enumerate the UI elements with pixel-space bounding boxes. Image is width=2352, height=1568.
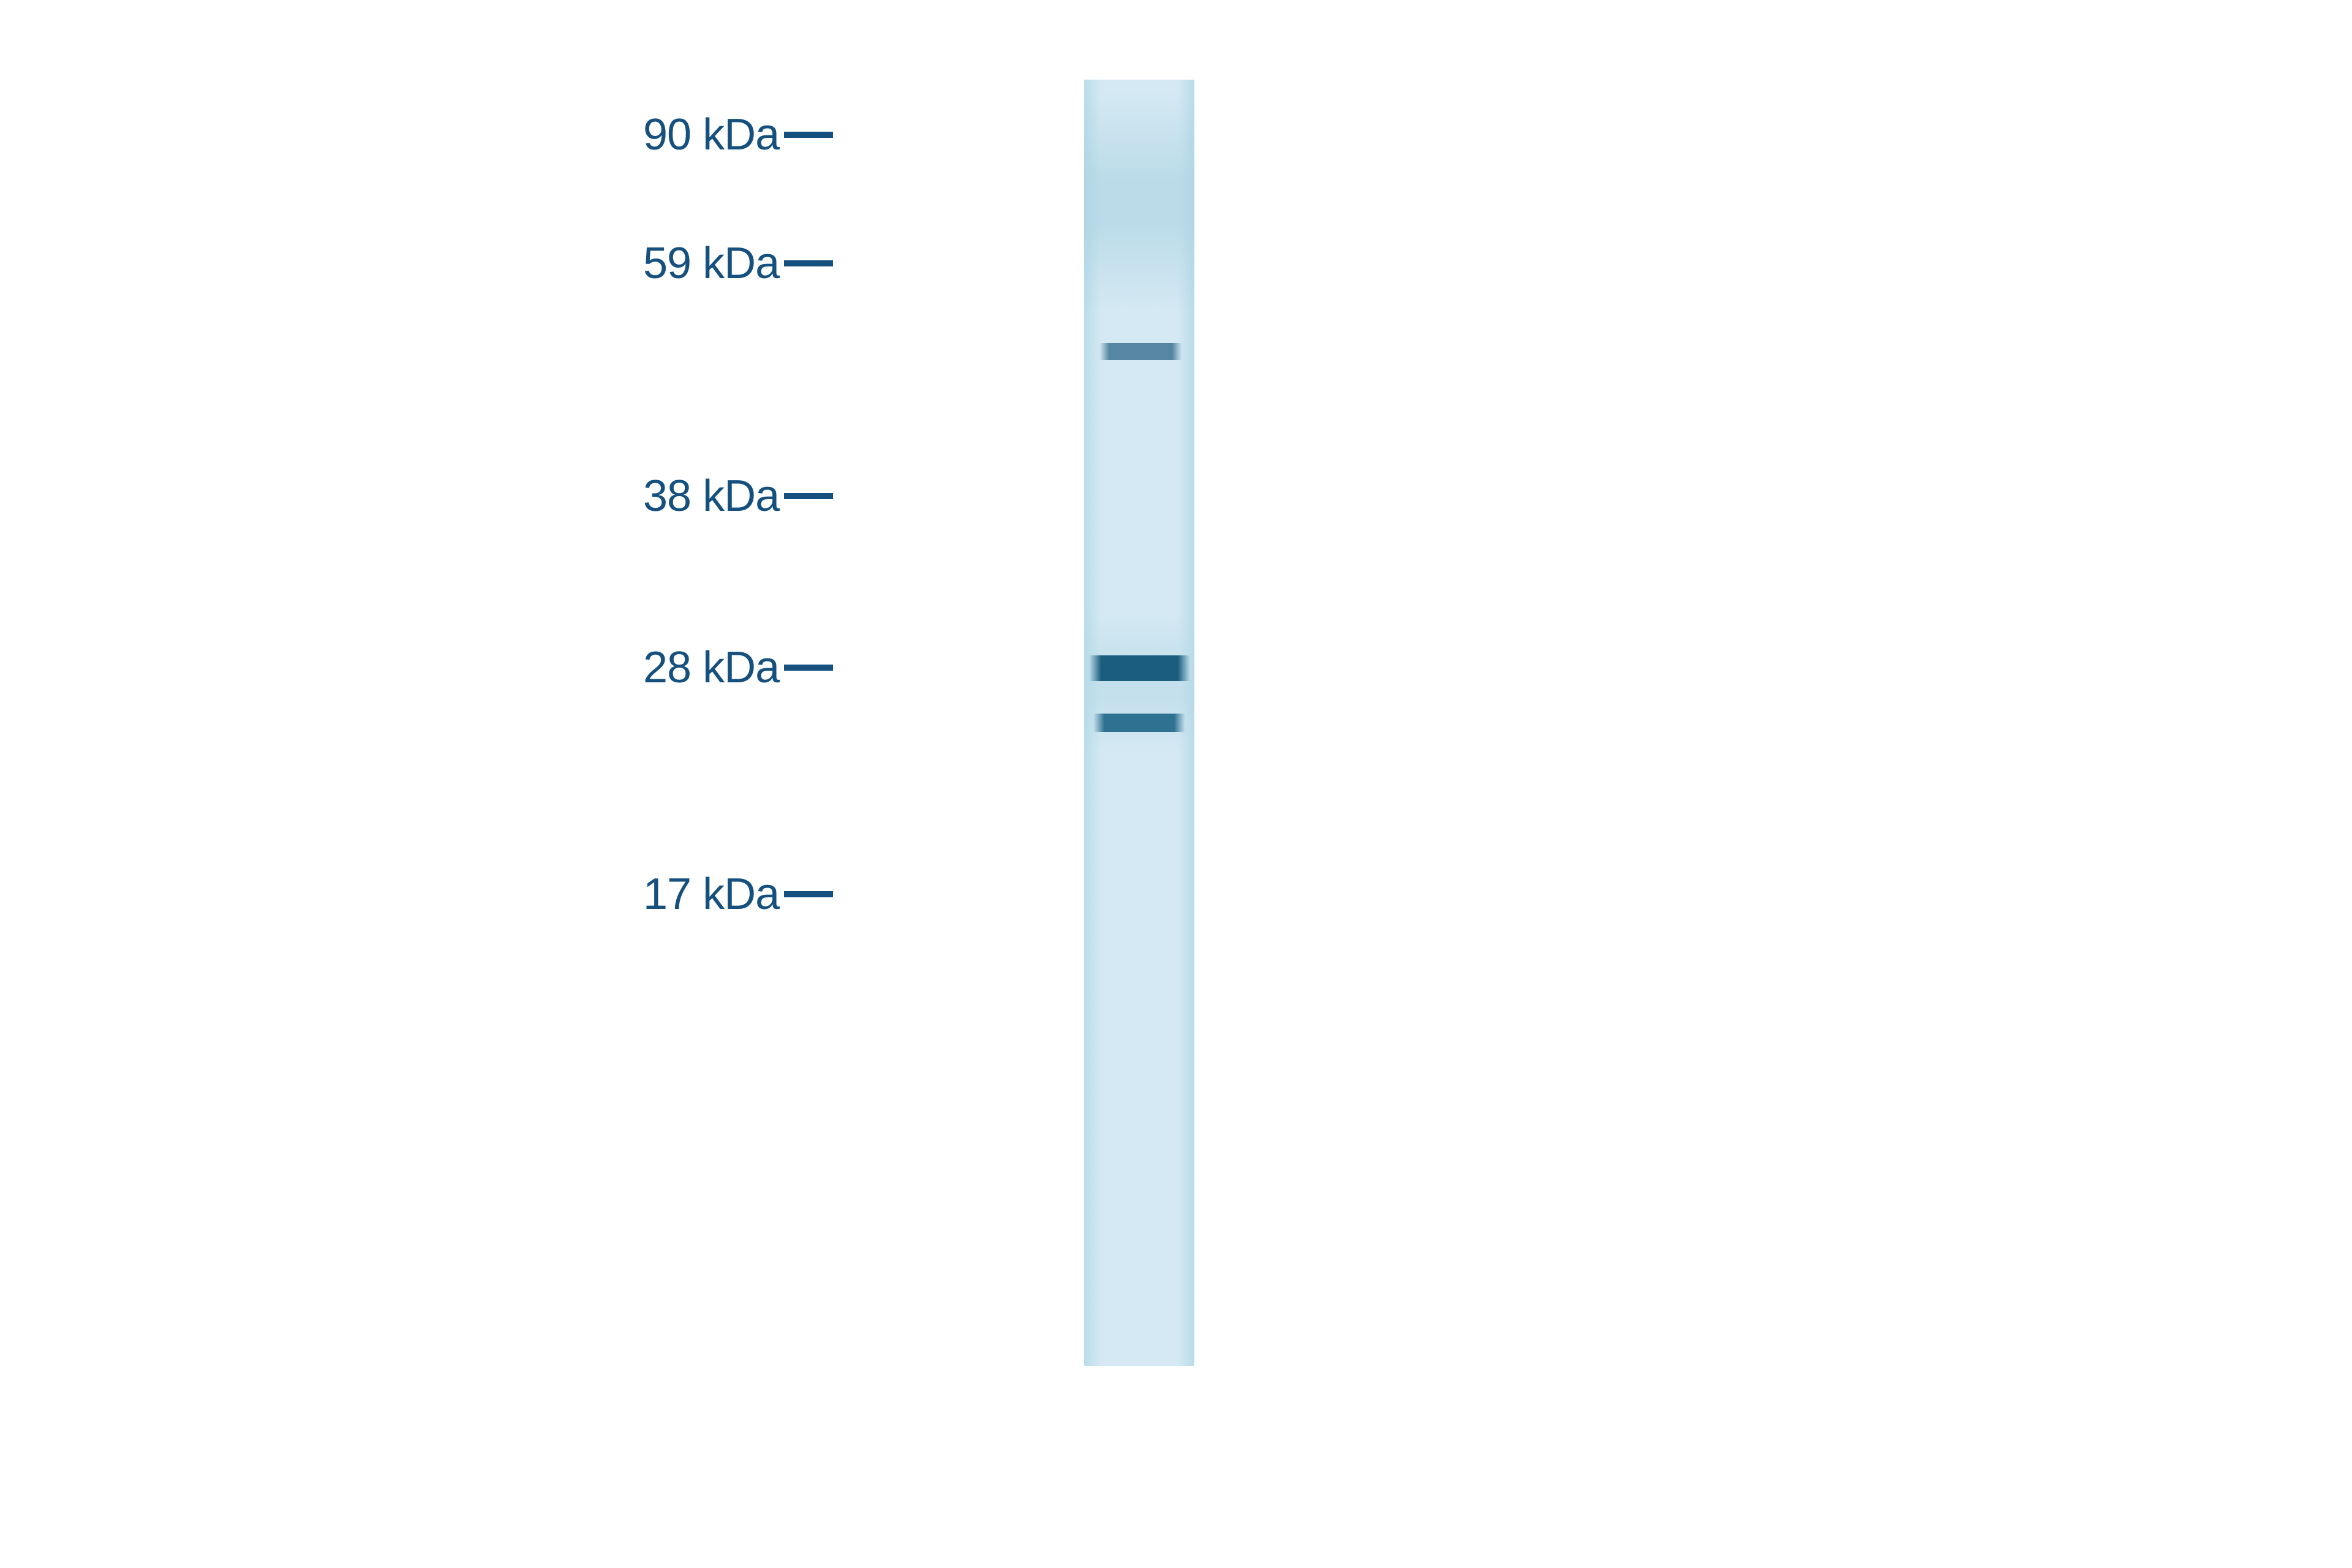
marker-label: 38 kDa [643,471,779,521]
marker-tick [784,260,833,266]
blot-container: 90 kDa 59 kDa 38 kDa 28 kDa 17 kDa [643,80,1317,1427]
marker-tick [784,665,833,671]
marker-row: 59 kDa [643,239,833,288]
marker-label: 59 kDa [643,238,779,288]
protein-band [1099,343,1182,360]
marker-tick [784,891,833,897]
protein-band [1089,655,1190,681]
marker-label: 28 kDa [643,643,779,693]
haze-region [1084,612,1194,753]
marker-label: 17 kDa [643,869,779,919]
marker-row: 17 kDa [643,870,833,919]
marker-row: 38 kDa [643,472,833,521]
marker-row: 28 kDa [643,643,833,692]
marker-row: 90 kDa [643,110,833,159]
haze-region [1084,92,1194,312]
blot-canvas: 90 kDa 59 kDa 38 kDa 28 kDa 17 kDa [0,0,2352,1568]
marker-tick [784,132,833,138]
marker-label: 90 kDa [643,110,779,160]
protein-band [1093,714,1185,732]
marker-tick [784,493,833,499]
